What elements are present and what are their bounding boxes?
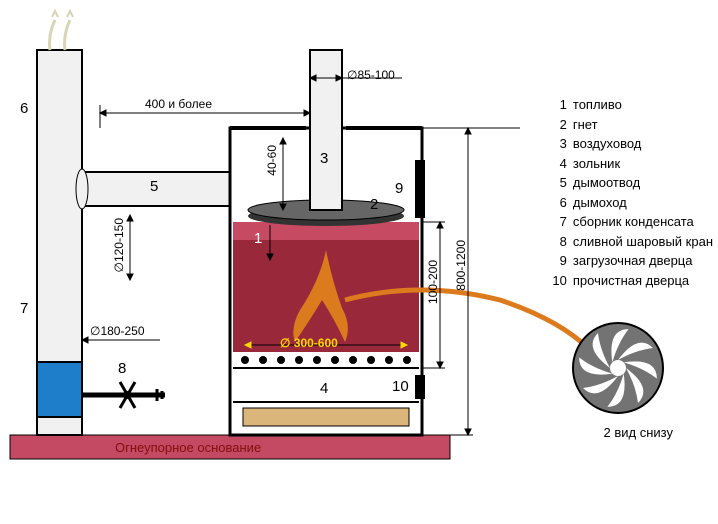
leg-t-1: топливо (573, 95, 622, 115)
leg-t-5: дымоотвод (573, 173, 640, 193)
bottom-view-label: 2 вид снизу (604, 425, 673, 440)
dim-span: 400 и более (145, 97, 212, 111)
co-9: 9 (395, 180, 403, 197)
co-7: 7 (20, 300, 28, 317)
co-4: 4 (320, 380, 328, 397)
leg-t-10: прочистная дверца (573, 271, 689, 291)
leg-n-1: 1 (549, 95, 567, 115)
dim-air-h: 40-60 (265, 145, 279, 176)
dim-chimney-d: ∅120-150 (112, 218, 126, 273)
dim-total-h: 800-1200 (454, 240, 468, 291)
co-2: 2 (370, 196, 378, 213)
co-10: 10 (392, 378, 409, 395)
co-6: 6 (20, 100, 28, 117)
dim-side-h: 100-200 (426, 260, 440, 304)
leg-t-6: дымоход (573, 193, 627, 213)
leg-n-10: 10 (549, 271, 567, 291)
co-3: 3 (320, 150, 328, 167)
leg-n-8: 8 (549, 232, 567, 252)
leg-n-7: 7 (549, 212, 567, 232)
leg-n-5: 5 (549, 173, 567, 193)
leg-n-9: 9 (549, 251, 567, 271)
leg-t-3: воздуховод (573, 134, 641, 154)
co-5: 5 (150, 178, 158, 195)
leg-t-7: сборник конденсата (573, 212, 694, 232)
co-1: 1 (254, 230, 262, 247)
dim-drain-d: ∅180-250 (90, 324, 145, 338)
leg-n-3: 3 (549, 134, 567, 154)
leg-t-4: зольник (573, 154, 620, 174)
base-text: Огнеупорное основание (115, 440, 261, 455)
leg-n-6: 6 (549, 193, 567, 213)
leg-t-2: гнет (573, 115, 598, 135)
co-8: 8 (118, 360, 126, 377)
legend: 1 топливо 2 гнет 3 воздуховод 4 зольник 5 дым… (549, 95, 713, 290)
leg-n-4: 4 (549, 154, 567, 174)
leg-t-8: сливной шаровый кран (573, 232, 713, 252)
leg-n-2: 2 (549, 115, 567, 135)
dim-top-pipe: ∅85-100 (347, 68, 395, 82)
leg-t-9: загрузочная дверца (573, 251, 693, 271)
dim-body-d: ∅ 300-600 (280, 336, 338, 350)
